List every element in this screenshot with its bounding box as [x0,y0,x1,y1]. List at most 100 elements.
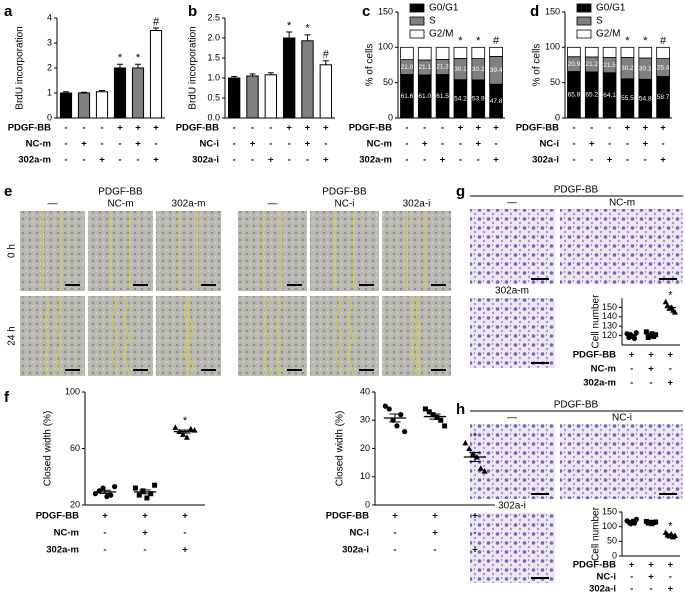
micrograph [470,298,555,368]
condition-sign: + [648,560,654,571]
significance-mark: * [287,20,292,32]
condition-sign: - [136,155,139,166]
bar [131,67,145,119]
panel-letter: f [4,389,10,406]
y-tick-label: 100 [602,521,617,531]
wound-edge [275,295,282,377]
y-axis-label: % of cells [365,44,376,87]
wound-edge [263,295,270,377]
legend-swatch [409,29,425,39]
condition-label: NC-i [349,528,369,539]
y-tick-label: 1.0 [207,72,220,82]
data-point [430,412,436,418]
condition-sign: - [269,123,272,134]
condition-sign: - [324,139,327,150]
condition-sign: + [305,123,311,134]
bar-segment [656,46,670,59]
legend-swatch [576,16,592,26]
condition-sign: - [441,139,444,150]
condition-sign: + [668,584,674,594]
bar [264,74,278,119]
image-label: — [507,198,517,209]
condition-label: 302a-i [532,155,559,166]
condition-label: NC-m [26,139,51,150]
condition-sign: - [405,123,408,134]
micrograph [310,211,379,291]
panel-letter: h [456,401,465,418]
y-tick-label: 2.0 [207,32,220,42]
data-point [136,492,142,498]
legend-label: G2/M [596,29,620,40]
condition-sign: - [118,139,121,150]
bar-segment [489,46,503,57]
data-label: 61.5 [436,93,449,100]
y-tick-label: 10 [360,471,370,481]
y-tick-label: 0 [555,112,560,122]
legend-label: S [429,16,436,27]
condition-sign: - [103,545,106,556]
condition-sign: - [630,572,633,583]
condition-label: PDGF-BB [176,123,219,134]
condition-sign: + [668,350,674,361]
data-label: 55.5 [621,95,634,102]
condition-label: 302a-m [46,545,79,556]
row-label: 24 h [7,326,18,345]
data-point [462,439,469,446]
bar [246,75,259,119]
condition-sign: - [100,123,103,134]
data-label: 21.0 [401,64,414,71]
condition-sign: + [668,560,674,571]
condition-sign: + [99,155,105,166]
condition-sign: - [233,155,236,166]
condition-sign: - [661,139,664,150]
data-label: 58.7 [657,94,670,101]
data-point [144,495,150,501]
bar-segment [400,46,414,61]
condition-sign: - [477,155,480,166]
condition-sign: + [660,123,666,134]
condition-sign: - [626,155,629,166]
significance-mark: * [136,52,141,64]
wound-edge [187,295,194,377]
legend-swatch [409,16,425,26]
legend-label: G0/G1 [429,3,459,14]
wound-edge [55,295,62,377]
wound-edge [43,295,50,377]
micrograph [560,424,683,499]
data-point [402,428,408,435]
data-label: 39.4 [490,67,503,74]
condition-sign: - [459,155,462,166]
micrograph [20,296,85,376]
data-point [398,412,404,418]
data-point [442,423,448,429]
condition-label: PDGF-BB [36,511,79,522]
y-tick-label: 150 [378,6,393,16]
data-point [152,482,158,488]
significance-mark: * [183,415,188,427]
y-tick-label: 120 [602,330,617,340]
wound-edge [123,295,130,377]
condition-sign: - [183,528,186,539]
y-tick-label: 2 [47,62,52,72]
micrograph [156,211,221,291]
data-point [662,298,669,305]
bar-segment [602,46,617,58]
condition-sign: - [423,123,426,134]
y-tick-label: 50 [383,77,393,87]
condition-label: 302a-i [192,155,219,166]
y-tick-label: 1 [47,87,52,97]
y-tick-label: 0 [388,112,393,122]
group-header: PDGF-BB [554,185,599,196]
data-label: 65.8 [568,91,581,98]
y-tick-label: 0 [612,550,617,560]
y-tick-label: 60 [70,443,80,453]
condition-sign: - [82,123,85,134]
y-tick-label: 130 [602,321,617,331]
significance-mark: * [473,431,478,443]
image-label: NC-m [609,198,635,209]
condition-sign: - [459,139,462,150]
significance-mark: * [476,35,481,47]
condition-sign: + [625,123,631,134]
data-point [386,406,392,412]
y-tick-label: 4 [47,12,52,22]
